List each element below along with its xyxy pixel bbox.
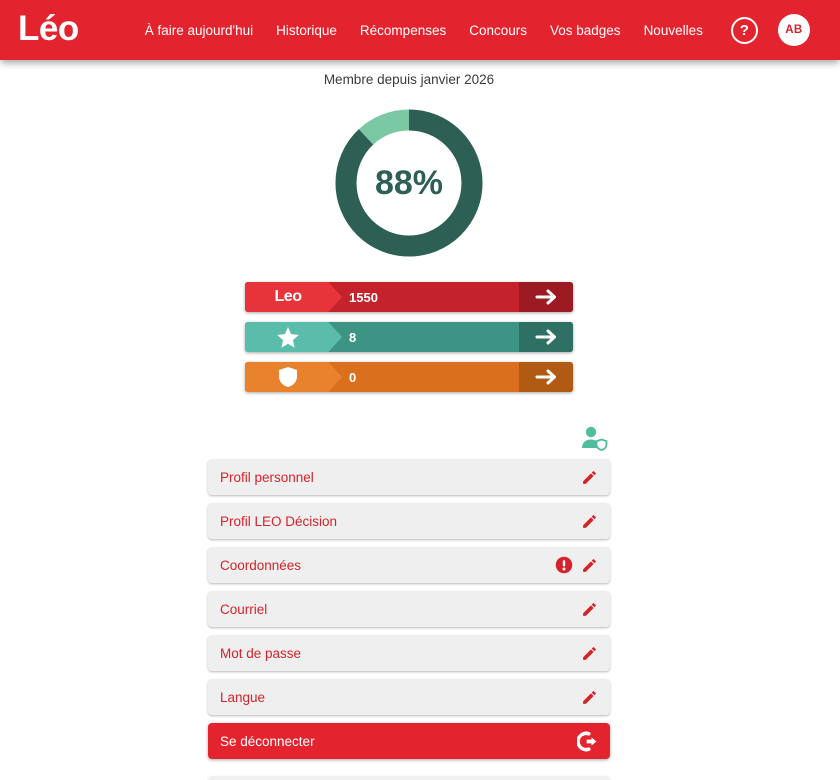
arrow-right-icon: [535, 369, 556, 385]
stat-bar-stars[interactable]: 8: [245, 322, 573, 352]
nav-item-today[interactable]: À faire aujourd'hui: [144, 22, 254, 38]
profile-item-personal[interactable]: Profil personnel: [208, 459, 610, 495]
leo-logo[interactable]: Léo: [18, 8, 79, 48]
logout-icon: [577, 731, 598, 751]
stars-arrow-button[interactable]: [519, 322, 573, 352]
avatar-initials: AB: [785, 24, 803, 36]
nav-item-news[interactable]: Nouvelles: [643, 22, 703, 38]
arrow-right-icon: [535, 289, 556, 305]
leo-logo-icon: Leo: [245, 282, 342, 312]
edit-pencil-icon[interactable]: [581, 557, 598, 574]
avatar[interactable]: AB: [777, 14, 810, 46]
edit-pencil-icon[interactable]: [581, 601, 598, 618]
nav-item-contests[interactable]: Concours: [469, 22, 527, 38]
profile-list: Profil personnel Profil LEO Décision Coo…: [208, 459, 610, 780]
profile-item-coordinates[interactable]: Coordonnées: [208, 547, 610, 583]
stat-bars: Leo 1550 8: [208, 282, 610, 392]
stat-value: 8: [349, 330, 357, 345]
profile-item-password[interactable]: Mot de passe: [208, 635, 610, 671]
profile-page: Membre depuis janvier 2026 88% Leo 1550: [208, 72, 610, 780]
shields-arrow-button[interactable]: [519, 362, 573, 392]
edit-pencil-icon[interactable]: [581, 689, 598, 706]
user-shield-icon: [582, 426, 608, 451]
edit-pencil-icon[interactable]: [581, 645, 598, 662]
leo-points-arrow-button[interactable]: [519, 282, 573, 312]
question-mark-icon: ?: [739, 21, 749, 39]
alert-icon: [555, 556, 573, 574]
profile-section-header: [208, 425, 610, 451]
profile-item-leo-decision[interactable]: Profil LEO Décision: [208, 503, 610, 539]
stat-bar-shields[interactable]: 0: [245, 362, 573, 392]
progress-donut: 88%: [334, 108, 484, 258]
member-since-text: Membre depuis janvier 2026: [323, 72, 495, 87]
stat-bar-leo-points[interactable]: Leo 1550: [245, 282, 573, 312]
star-icon: [245, 322, 342, 352]
donut-svg: [335, 109, 483, 257]
help-button[interactable]: ?: [730, 16, 758, 44]
donut-arc: [335, 109, 483, 257]
stat-value: 0: [349, 370, 357, 385]
next-item-partial: [208, 776, 610, 780]
edit-pencil-icon[interactable]: [581, 469, 598, 486]
nav-item-rewards[interactable]: Récompenses: [359, 22, 447, 38]
shield-icon: [245, 362, 342, 392]
app-header: Léo À faire aujourd'hui Historique Récom…: [0, 0, 840, 60]
logout-button[interactable]: Se déconnecter: [208, 723, 610, 759]
stat-value: 1550: [349, 290, 378, 305]
edit-pencil-icon[interactable]: [581, 513, 598, 530]
nav-item-history[interactable]: Historique: [276, 22, 337, 38]
profile-item-email[interactable]: Courriel: [208, 591, 610, 627]
donut-percent-label: 88%: [374, 163, 444, 202]
profile-item-language[interactable]: Langue: [208, 679, 610, 715]
arrow-right-icon: [535, 329, 556, 345]
nav-item-badges[interactable]: Vos badges: [550, 22, 621, 38]
main-nav: À faire aujourd'hui Historique Récompens…: [145, 23, 703, 38]
